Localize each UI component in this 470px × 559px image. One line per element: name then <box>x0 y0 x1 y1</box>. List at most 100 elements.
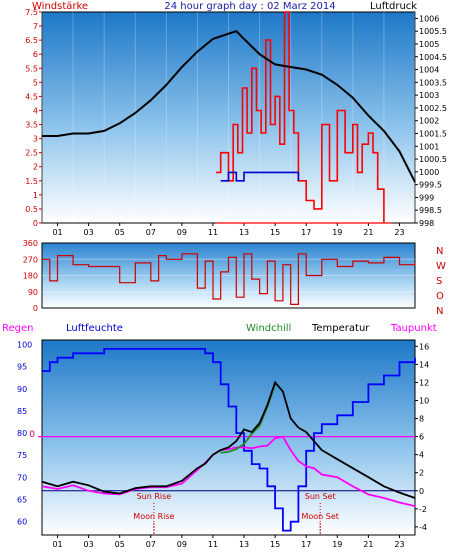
humidity-tick-label: 75 <box>17 451 27 460</box>
humidity-tick-label: 100 <box>17 340 32 349</box>
astro-label: Moon Set <box>301 512 338 521</box>
temperature-tick-label: -2 <box>419 505 427 514</box>
direction-tick-label: 180 <box>23 272 38 281</box>
hour-tick-label: 13 <box>239 228 249 237</box>
temperature-tick-label: 4 <box>419 451 424 460</box>
hour-tick-label: 23 <box>394 540 404 549</box>
panel-3-hour-ticks: 01 03 05 07 09 11 13 15 17 19 21 23 <box>52 535 405 549</box>
compass-label: O <box>436 291 444 302</box>
legend-windchill: Windchill <box>246 323 291 334</box>
wind-tick-label: 7 <box>33 22 38 31</box>
direction-tick-label: 360 <box>23 239 38 248</box>
hour-tick-label: 11 <box>208 540 218 549</box>
wind-tick-label: 0.5 <box>25 205 38 214</box>
wind-tick-label: 3 <box>33 135 38 144</box>
legend-luftfeuchte: Luftfeuchte <box>66 323 123 334</box>
temperature-tick-label: 16 <box>419 342 429 351</box>
hour-tick-label: 09 <box>177 228 187 237</box>
wind-tick-label: 6 <box>33 50 38 59</box>
humidity-tick-label: 60 <box>17 518 27 527</box>
temperature-tick-label: 2 <box>419 469 424 478</box>
wind-ticks: 0 0.5 1 1.5 2 2.5 3 3.5 4 4.5 5 5.5 6 6.5 7 7.5 <box>25 8 42 228</box>
pressure-tick-label: 998.5 <box>419 206 442 215</box>
hour-tick-label: 05 <box>115 540 125 549</box>
hour-tick-label: 07 <box>146 540 156 549</box>
direction-tick-label: 90 <box>28 288 38 297</box>
hour-tick-label: 01 <box>52 228 62 237</box>
pressure-tick-label: 1001.5 <box>419 129 447 138</box>
hour-tick-label: 17 <box>301 540 311 549</box>
panel-1-grid <box>41 12 416 223</box>
panel-wind-pressure <box>41 11 416 224</box>
astro-label: Moon Rise <box>133 512 174 521</box>
series-windboeen <box>216 11 385 223</box>
astro-annotations: Sun Rise Moon Rise Sun Set Moon Set <box>133 492 339 535</box>
temperature-tick-label: 14 <box>419 360 429 369</box>
panel-wind-direction <box>41 242 416 309</box>
series-windmittel <box>220 171 300 182</box>
pressure-tick-label: 1002 <box>419 117 439 126</box>
compass-label: N <box>436 306 443 317</box>
hour-tick-label: 05 <box>115 228 125 237</box>
hour-tick-label: 19 <box>332 228 342 237</box>
pressure-ticks: 998 998.5 999 999.5 1000 1000.5 1001 1001.5 1002… <box>415 14 447 228</box>
series-luftdruck <box>42 30 416 183</box>
wind-tick-label: 3.5 <box>25 121 38 130</box>
hour-tick-label: 15 <box>270 228 280 237</box>
chart-title: 24 hour graph day : 02 Marz 2014 <box>164 1 335 12</box>
hour-tick-label: 07 <box>146 228 156 237</box>
humidity-tick-label: 70 <box>17 473 27 482</box>
hour-tick-label: 03 <box>84 540 94 549</box>
hour-tick-label: 09 <box>177 540 187 549</box>
hour-tick-label: 23 <box>394 228 404 237</box>
pressure-tick-label: 1003.5 <box>419 78 447 87</box>
series-windrichtung <box>42 253 416 305</box>
humidity-tick-label: 80 <box>17 429 27 438</box>
wind-tick-label: 4 <box>33 106 38 115</box>
compass-label: S <box>436 276 442 287</box>
rain-axis-title: Regen <box>2 323 34 334</box>
wind-tick-label: 4.5 <box>25 92 38 101</box>
wind-tick-label: 6.5 <box>25 36 38 45</box>
wind-tick-label: 0 <box>33 219 38 228</box>
astro-label: Sun Set <box>305 492 336 501</box>
pressure-tick-label: 1000.5 <box>419 155 447 164</box>
panel-3-series <box>41 347 416 532</box>
hour-tick-label: 21 <box>363 540 373 549</box>
panel-temperature-humidity <box>41 339 416 536</box>
hour-tick-label: 13 <box>239 540 249 549</box>
pressure-tick-label: 1004 <box>419 66 439 75</box>
pressure-tick-label: 1005 <box>419 40 439 49</box>
pressure-tick-label: 1006 <box>419 14 439 23</box>
zero-label: 0 <box>29 430 35 440</box>
panel-1-series <box>42 11 416 224</box>
astro-label: Sun Rise <box>137 492 172 501</box>
humidity-tick-label: 65 <box>17 496 27 505</box>
series-luftfeuchte <box>42 347 416 532</box>
pressure-tick-label: 1003 <box>419 91 439 100</box>
direction-ticks: 0 90 180 270 360 <box>23 239 38 313</box>
direction-tick-label: 0 <box>33 304 38 313</box>
temperature-tick-label: 12 <box>419 378 429 387</box>
humidity-tick-label: 90 <box>17 385 27 394</box>
pressure-axis-title: Luftdruck <box>370 1 417 12</box>
direction-tick-label: 270 <box>23 255 38 264</box>
hour-tick-label: 21 <box>363 228 373 237</box>
wind-tick-label: 1.5 <box>25 177 38 186</box>
panel-2-series <box>42 253 416 305</box>
legend-temperatur: Temperatur <box>311 323 370 334</box>
wind-tick-label: 2 <box>33 163 38 172</box>
pressure-tick-label: 1004.5 <box>419 53 447 62</box>
hour-tick-label: 01 <box>52 540 62 549</box>
humidity-tick-label: 95 <box>17 363 27 372</box>
hour-tick-label: 17 <box>301 228 311 237</box>
series-temperatur <box>41 380 416 499</box>
pressure-tick-label: 1002.5 <box>419 104 447 113</box>
temperature-tick-label: 0 <box>419 487 424 496</box>
pressure-tick-label: 999.5 <box>419 181 442 190</box>
hour-tick-label: 19 <box>332 540 342 549</box>
wind-tick-label: 5 <box>33 78 38 87</box>
